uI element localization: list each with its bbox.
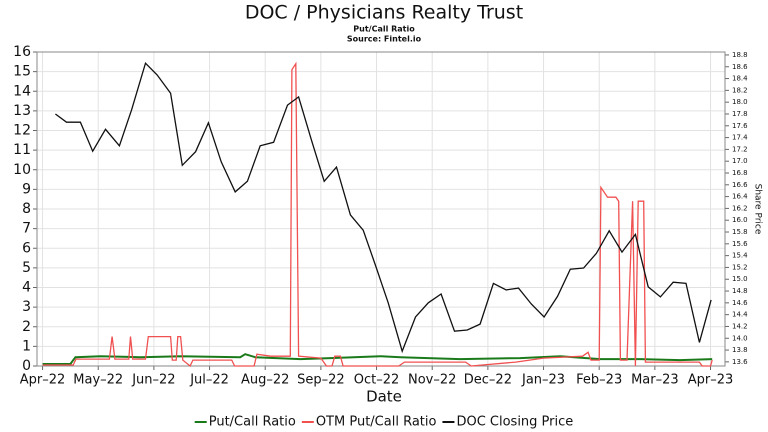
- y2-tick-label: 15.0: [732, 275, 748, 283]
- y-tick-label: 13: [13, 103, 31, 119]
- y2-tick-label: 16.4: [732, 193, 748, 201]
- y2-tick-label: 17.4: [732, 134, 748, 142]
- chart-source: Source: Fintel.io: [347, 35, 422, 44]
- x-tick-label: Jan–23: [521, 373, 565, 388]
- y2-tick-label: 18.2: [732, 86, 748, 94]
- y2-tick-label: 17.6: [732, 122, 748, 130]
- x-tick-label: Jun–22: [131, 373, 175, 388]
- y2-tick-label: 17.8: [732, 110, 748, 118]
- x-tick-label: Nov–22: [408, 373, 456, 388]
- y-tick-label: 9: [22, 181, 31, 197]
- y2-tick-label: 16.8: [732, 169, 748, 177]
- x-tick-label: Sep–22: [297, 373, 345, 388]
- y-tick-label: 12: [13, 123, 31, 139]
- y2-tick-label: 17.0: [732, 157, 748, 165]
- y2-tick-label: 16.0: [732, 216, 748, 224]
- y2-tick-label: 14.2: [732, 322, 748, 330]
- series-line: [55, 61, 712, 354]
- series-line: [42, 353, 713, 365]
- y2-tick-label: 15.4: [732, 252, 748, 260]
- y2-tick-label: 18.6: [732, 63, 748, 71]
- series-line: [42, 61, 713, 368]
- y2-tick-label: 18.8: [732, 51, 748, 59]
- y-tick-label: 3: [22, 299, 31, 315]
- y-tick-label: 6: [22, 240, 31, 256]
- y-tick-label: 5: [22, 260, 31, 276]
- x-tick-label: Apr–23: [688, 373, 734, 388]
- y-tick-label: 15: [13, 64, 31, 80]
- y2-tick-label: 14.4: [732, 311, 748, 319]
- y-tick-label: 11: [13, 142, 31, 158]
- y2-tick-label: 13.8: [732, 346, 748, 354]
- y2-tick-label: 15.8: [732, 228, 748, 236]
- y2-axis-label: Share Price: [753, 184, 763, 235]
- x-tick-label: Feb–23: [576, 373, 622, 388]
- x-tick-label: Apr–22: [20, 373, 66, 388]
- y-tick-label: 4: [22, 280, 31, 296]
- y2-tick-label: 15.6: [732, 240, 748, 248]
- x-axis-label: Date: [366, 388, 402, 406]
- y-tick-label: 7: [22, 221, 31, 237]
- y2-tick-label: 16.6: [732, 181, 748, 189]
- legend-label: DOC Closing Price: [456, 415, 573, 430]
- y2-tick-label: 14.6: [732, 299, 748, 307]
- y2-tick-label: 18.4: [732, 75, 748, 83]
- y2-tick-label: 18.0: [732, 98, 748, 106]
- x-tick-label: Aug–22: [241, 373, 289, 388]
- y-tick-label: 16: [13, 44, 31, 60]
- y2-tick-label: 15.2: [732, 263, 748, 271]
- y-tick-label: 14: [13, 83, 31, 99]
- x-tick-label: Mar–23: [631, 373, 679, 388]
- y2-tick-label: 16.2: [732, 204, 748, 212]
- y-tick-label: 10: [13, 162, 31, 178]
- legend-label: Put/Call Ratio: [209, 415, 296, 430]
- y-tick-label: 1: [22, 338, 31, 354]
- x-tick-label: Dec–22: [464, 373, 512, 388]
- x-tick-label: Jul–22: [189, 373, 229, 388]
- y2-tick-label: 17.2: [732, 145, 748, 153]
- y2-tick-label: 14.8: [732, 287, 748, 295]
- y-tick-label: 8: [22, 201, 31, 217]
- legend-label: OTM Put/Call Ratio: [316, 415, 437, 430]
- x-tick-label: May–22: [73, 373, 123, 388]
- chart-subtitle: Put/Call Ratio: [353, 25, 415, 34]
- y2-tick-label: 13.6: [732, 358, 748, 366]
- y-tick-label: 0: [22, 358, 31, 374]
- chart-title: DOC / Physicians Realty Trust: [245, 2, 523, 24]
- y-tick-label: 2: [22, 319, 31, 335]
- y2-tick-label: 14.0: [732, 334, 748, 342]
- x-tick-label: Oct–22: [354, 373, 400, 388]
